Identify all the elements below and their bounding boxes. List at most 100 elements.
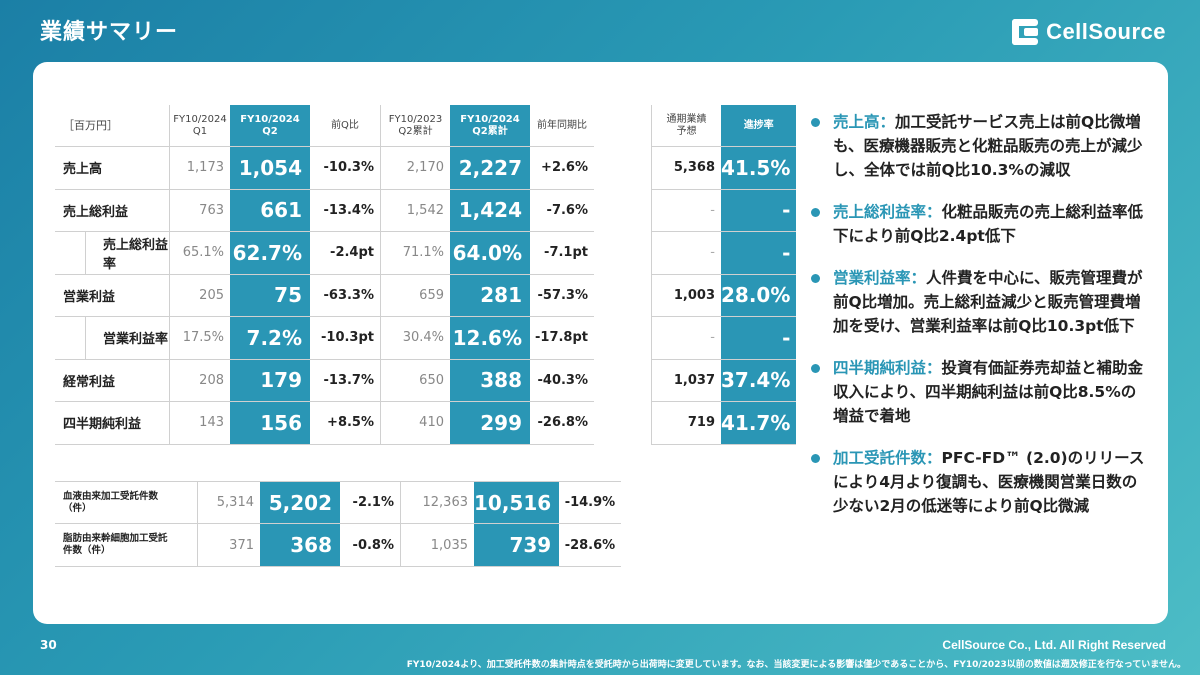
bullet-body: 人件費を中心に、販売管理費が前Q比増加。売上総利益減少と販売管理費増加を受け、営… bbox=[833, 269, 1143, 335]
value-forecast: - bbox=[651, 189, 721, 232]
bullet-dot-icon bbox=[811, 454, 820, 463]
value-p23: 659 bbox=[380, 274, 450, 317]
value-q1: 5,314 bbox=[197, 481, 260, 524]
value-yoy: -57.3% bbox=[530, 275, 594, 317]
value-q1: 17.5% bbox=[169, 317, 230, 360]
value-qoq: -10.3% bbox=[310, 147, 380, 190]
table-row: 血液由来加工受託件数 （件） 5,314 5,202 -2.1% 12,363 … bbox=[55, 481, 622, 524]
value-p23: 71.1% bbox=[380, 232, 450, 275]
value-yoy: -17.8pt bbox=[530, 317, 594, 360]
cellsource-logo-icon bbox=[1012, 19, 1039, 45]
bullet-heading: 売上総利益率： bbox=[833, 203, 942, 221]
table-row: 脂肪由来幹細胞加工受託 件数（件） 371 368 -0.8% 1,035 73… bbox=[55, 524, 622, 567]
value-forecast: - bbox=[651, 317, 721, 360]
value-q2: 75 bbox=[230, 274, 310, 317]
volume-table: 血液由来加工受託件数 （件） 5,314 5,202 -2.1% 12,363 … bbox=[55, 481, 622, 567]
row-label: 脂肪由来幹細胞加工受託 件数（件） bbox=[55, 524, 197, 567]
bullet-body: 加工受託サービス売上は前Q比微増も、医療機器販売と化粧品販売の売上が減少し、全体… bbox=[833, 113, 1143, 179]
row-label: 営業利益 bbox=[55, 275, 169, 317]
value-q2: 5,202 bbox=[260, 481, 340, 524]
bullet-dot-icon bbox=[811, 364, 820, 373]
forecast-row: - - bbox=[651, 232, 797, 275]
value-qoq: -13.7% bbox=[310, 360, 380, 402]
value-p23: 2,170 bbox=[380, 147, 450, 190]
value-progress: 37.4% bbox=[721, 359, 797, 402]
table-row: 営業利益率 17.5% 7.2% -10.3pt 30.4% 12.6% -17… bbox=[55, 317, 594, 360]
value-c24: 10,516 bbox=[474, 481, 560, 524]
value-q1: 65.1% bbox=[169, 232, 230, 275]
value-c24: 12.6% bbox=[450, 317, 530, 360]
header-yoy: 前年同期比 bbox=[530, 105, 594, 147]
bullet-heading: 四半期純利益： bbox=[833, 359, 942, 377]
value-q2: 1,054 bbox=[230, 147, 310, 190]
value-progress: 41.7% bbox=[721, 402, 797, 445]
value-qoq: -0.8% bbox=[340, 524, 400, 567]
bullet-heading: 売上高： bbox=[833, 113, 896, 131]
forecast-row: 1,003 28.0% bbox=[651, 274, 797, 317]
value-progress: 28.0% bbox=[721, 274, 797, 317]
row-label: 売上高 bbox=[55, 147, 169, 190]
value-qoq: -13.4% bbox=[310, 190, 380, 232]
list-item: 加工受託件数：PFC-FD™ (2.0)のリリースにより4月より復調も、医療機関… bbox=[811, 446, 1151, 518]
table-row: 売上総利益率 65.1% 62.7% -2.4pt 71.1% 64.0% -7… bbox=[55, 232, 594, 275]
value-p23: 12,363 bbox=[400, 481, 474, 524]
bullet-body: 化粧品販売の売上総利益率低下により前Q比2.4pt低下 bbox=[833, 203, 1144, 245]
list-item: 営業利益率：人件費を中心に、販売管理費が前Q比増加。売上総利益減少と販売管理費増… bbox=[811, 266, 1151, 338]
value-c24: 1,424 bbox=[450, 189, 530, 232]
value-q2: 661 bbox=[230, 189, 310, 232]
header-q1: FY10/2024 Q1 bbox=[169, 105, 230, 147]
value-yoy: -14.9% bbox=[559, 481, 622, 524]
value-yoy: -28.6% bbox=[559, 524, 622, 567]
table-header-row: ［百万円］ FY10/2024 Q1 FY10/2024 Q2 前Q比 FY10… bbox=[55, 105, 594, 147]
value-q1: 208 bbox=[169, 359, 230, 402]
value-c24: 2,227 bbox=[450, 147, 530, 190]
value-qoq: -2.4pt bbox=[310, 232, 380, 275]
value-yoy: -7.1pt bbox=[530, 232, 594, 275]
value-forecast: - bbox=[651, 232, 721, 275]
value-qoq: -2.1% bbox=[340, 481, 400, 524]
header-c24: FY10/2024 Q2累計 bbox=[450, 105, 530, 147]
value-q1: 371 bbox=[197, 524, 260, 567]
content-card: ［百万円］ FY10/2024 Q1 FY10/2024 Q2 前Q比 FY10… bbox=[33, 62, 1168, 624]
value-forecast: 1,037 bbox=[651, 359, 721, 402]
footnote-text: FY10/2024より、加工受託件数の集計時点を受託時から出荷時に変更しています… bbox=[406, 660, 1186, 670]
value-yoy: -40.3% bbox=[530, 360, 594, 402]
page-title: 業績サマリー bbox=[40, 20, 179, 45]
value-q1: 763 bbox=[169, 189, 230, 232]
unit-label: ［百万円］ bbox=[55, 105, 169, 147]
value-forecast: 5,368 bbox=[651, 147, 721, 190]
value-qoq: +8.5% bbox=[310, 402, 380, 445]
header-p23: FY10/2023 Q2累計 bbox=[380, 105, 450, 147]
value-progress: 41.5% bbox=[721, 147, 797, 190]
copyright-text: CellSource Co., Ltd. All Right Reserved bbox=[942, 638, 1166, 652]
value-c24: 739 bbox=[474, 524, 560, 567]
forecast-row: - - bbox=[651, 189, 797, 232]
value-progress: - bbox=[721, 189, 797, 232]
value-yoy: +2.6% bbox=[530, 147, 594, 190]
bullet-heading: 営業利益率： bbox=[833, 269, 927, 287]
value-c24: 299 bbox=[450, 402, 530, 445]
logo-name: CellSource bbox=[1046, 19, 1166, 44]
bullet-heading: 加工受託件数： bbox=[833, 449, 942, 467]
value-yoy: -26.8% bbox=[530, 402, 594, 445]
value-qoq: -10.3pt bbox=[310, 317, 380, 360]
forecast-row: - - bbox=[651, 317, 797, 360]
row-label: 四半期純利益 bbox=[55, 402, 169, 445]
value-q1: 1,173 bbox=[169, 147, 230, 190]
commentary-list: 売上高：加工受託サービス売上は前Q比微増も、医療機器販売と化粧品販売の売上が減少… bbox=[811, 110, 1151, 536]
results-table: ［百万円］ FY10/2024 Q1 FY10/2024 Q2 前Q比 FY10… bbox=[55, 105, 594, 445]
forecast-header-row: 通期業績 予想 進捗率 bbox=[651, 105, 797, 147]
bullet-dot-icon bbox=[811, 208, 820, 217]
value-q2: 7.2% bbox=[230, 317, 310, 360]
value-c24: 281 bbox=[450, 274, 530, 317]
forecast-row: 5,368 41.5% bbox=[651, 147, 797, 190]
row-label: 売上総利益 bbox=[55, 190, 169, 232]
value-forecast: 719 bbox=[651, 402, 721, 445]
page-number: 30 bbox=[40, 638, 57, 652]
list-item: 四半期純利益：投資有価証券売却益と補助金収入により、四半期純利益は前Q比8.5%… bbox=[811, 356, 1151, 428]
value-qoq: -63.3% bbox=[310, 275, 380, 317]
header-qoq: 前Q比 bbox=[310, 105, 380, 147]
row-label: 営業利益率 bbox=[55, 317, 169, 360]
value-p23: 410 bbox=[380, 402, 450, 445]
value-q2: 62.7% bbox=[230, 232, 310, 275]
